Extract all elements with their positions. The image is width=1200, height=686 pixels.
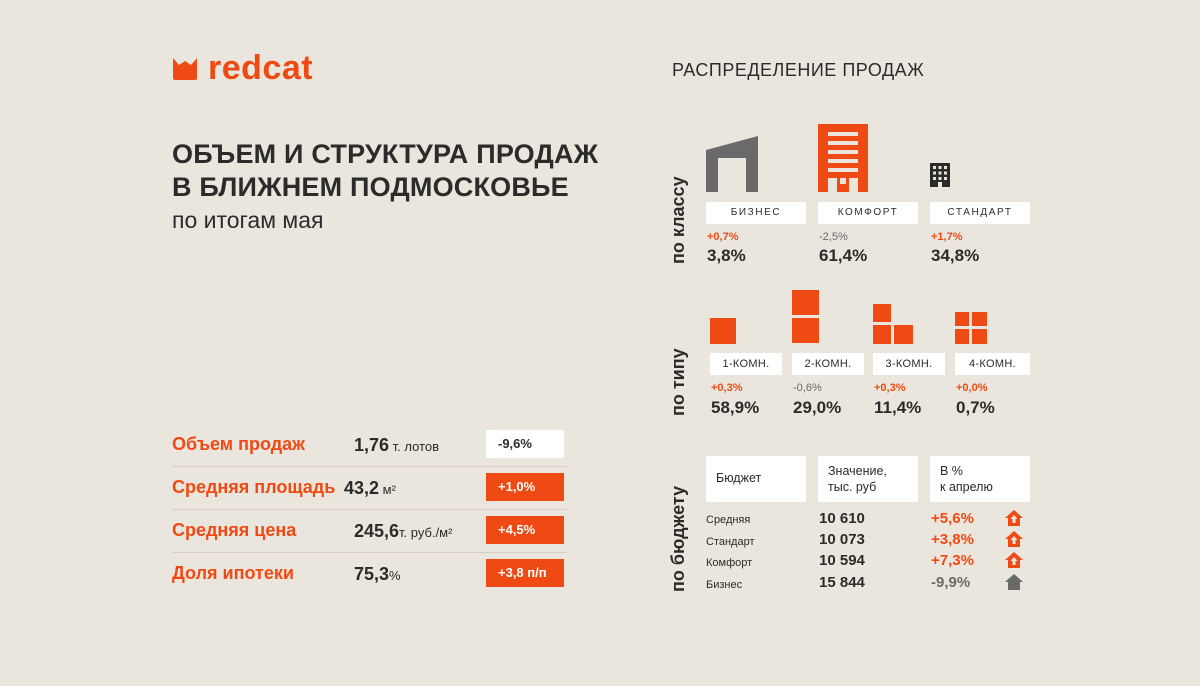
class-change: -2,5% xyxy=(819,231,848,243)
key-metrics: Объем продаж 1,76 т. лотов -9,6% Средняя… xyxy=(172,424,567,596)
house-up-icon xyxy=(1005,552,1023,568)
by-budget-label: по бюджету xyxy=(668,485,688,592)
metric-label: Средняя площадь xyxy=(172,477,336,497)
type-change: +0,0% xyxy=(956,382,988,394)
house-up-icon xyxy=(1005,531,1023,547)
metric-value: 1,76 т. лотов xyxy=(354,435,440,455)
distribution-title: РАСПРЕДЕЛЕНИЕ ПРОДАЖ xyxy=(672,60,925,80)
page-subtitle: по итогам мая xyxy=(172,207,324,233)
class-tag-comfort: КОМФОРТ xyxy=(818,202,918,224)
comfort-building-icon xyxy=(818,124,868,192)
page-title: ОБЪЕМ И СТРУКТУРА ПРОДАЖ В БЛИЖНЕМ ПОДМО… xyxy=(172,138,652,235)
metric-label: Средняя цена xyxy=(172,520,297,540)
budget-row-label: Бизнес xyxy=(706,579,743,591)
class-change: +1,7% xyxy=(931,231,963,243)
budget-row-change: +3,8% xyxy=(931,531,974,548)
metric-row: Доля ипотеки 75,3% +3,8 п/п xyxy=(172,553,567,596)
metric-value: 43,2 м² xyxy=(344,478,396,498)
percent-header: В % к апрелю xyxy=(930,456,1030,502)
value-header: Значение, тыс. руб xyxy=(818,456,918,502)
type-share: 58,9% xyxy=(711,398,760,417)
business-building-icon xyxy=(706,136,758,192)
type-change: +0,3% xyxy=(874,382,906,394)
metric-row: Средняя цена 245,6т. руб./м² +4,5% xyxy=(172,510,567,553)
class-tag-standard: СТАНДАРТ xyxy=(930,202,1030,224)
budget-header: Бюджет xyxy=(706,456,806,502)
type-tag-2-room: 2-КОМН. xyxy=(792,353,864,375)
house-down-icon xyxy=(1005,574,1023,590)
by-class-label: по классу xyxy=(668,176,688,264)
class-change: +0,7% xyxy=(707,231,739,243)
type-tag-3-room: 3-КОМН. xyxy=(873,353,945,375)
title-line-2: В БЛИЖНЕМ ПОДМОСКОВЬЕ xyxy=(172,172,569,202)
brand-name: redcat xyxy=(208,49,314,87)
class-tag-business: БИЗНЕС xyxy=(706,202,806,224)
type-share: 29,0% xyxy=(793,398,842,417)
by-type-label: по типу xyxy=(668,348,688,416)
type-share: 11,4% xyxy=(874,398,922,417)
metric-value: 245,6т. руб./м² xyxy=(354,521,453,541)
metric-row: Объем продаж 1,76 т. лотов -9,6% xyxy=(172,424,567,467)
type-share: 0,7% xyxy=(956,398,995,417)
budget-row-label: Комфорт xyxy=(706,557,753,569)
budget-row-label: Средняя xyxy=(706,514,751,526)
class-share: 34,8% xyxy=(931,246,980,265)
budget-row-change: -9,9% xyxy=(931,574,971,591)
one-room-icon xyxy=(710,318,736,344)
metric-value: 75,3% xyxy=(354,564,401,584)
house-up-icon xyxy=(1005,510,1023,526)
type-change: -0,6% xyxy=(793,382,822,394)
standard-building-icon xyxy=(930,163,950,187)
budget-row-change: +7,3% xyxy=(931,552,974,569)
budget-row-value: 15 844 xyxy=(819,574,865,591)
budget-row-change: +5,6% xyxy=(931,510,974,527)
metric-label: Доля ипотеки xyxy=(172,563,294,583)
brand-logo: redcat xyxy=(172,50,313,86)
title-line-1: ОБЪЕМ И СТРУКТУРА ПРОДАЖ xyxy=(172,139,599,169)
budget-row-value: 10 073 xyxy=(819,531,865,548)
type-change: +0,3% xyxy=(711,382,743,394)
metric-row: Средняя площадь 43,2 м² +1,0% xyxy=(172,467,567,510)
metric-change-badge: -9,6% xyxy=(486,430,564,458)
metric-change-badge: +1,0% xyxy=(486,473,564,501)
type-tag-4-room: 4-КОМН. xyxy=(955,353,1030,375)
three-room-icon xyxy=(873,304,913,344)
four-room-icon xyxy=(955,312,987,344)
budget-row-value: 10 610 xyxy=(819,510,865,527)
metric-label: Объем продаж xyxy=(172,434,305,454)
metric-change-badge: +4,5% xyxy=(486,516,564,544)
metric-change-badge: +3,8 п/п xyxy=(486,559,564,587)
cat-icon xyxy=(173,58,197,80)
budget-row-value: 10 594 xyxy=(819,552,865,569)
two-room-icon xyxy=(792,290,819,343)
class-share: 3,8% xyxy=(707,246,746,265)
type-tag-1-room: 1-КОМН. xyxy=(710,353,782,375)
class-share: 61,4% xyxy=(819,246,868,265)
budget-row-label: Стандарт xyxy=(706,536,755,548)
